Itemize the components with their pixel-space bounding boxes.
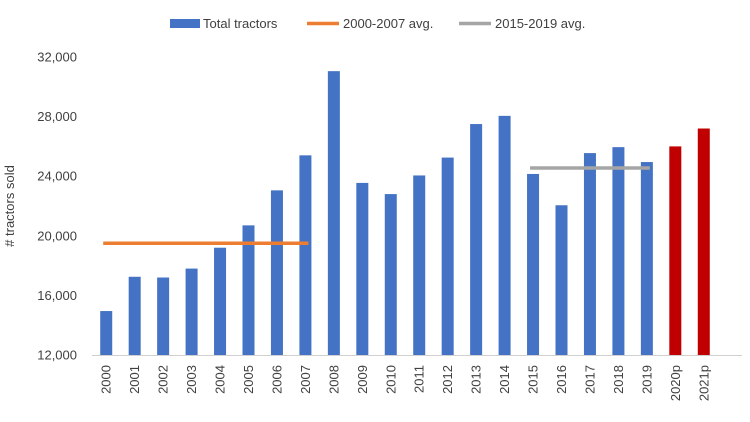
- x-tick-label: 2007: [298, 365, 313, 394]
- y-tick-label: 28,000: [37, 109, 77, 124]
- x-tick-label: 2015: [526, 365, 541, 394]
- bar: [356, 182, 369, 355]
- x-tick-label: 2006: [269, 365, 284, 394]
- x-tick-label: 2018: [611, 365, 626, 394]
- average-lines: [103, 166, 650, 245]
- bar: [413, 175, 426, 355]
- bar: [185, 268, 198, 355]
- bar: [498, 115, 511, 355]
- bar: [270, 190, 283, 355]
- bars: [100, 71, 710, 355]
- y-axis: 12,000 16,000 20,000 24,000 28,000 32,000: [37, 50, 77, 363]
- bar: [527, 173, 540, 355]
- x-tick-label: 2016: [554, 365, 569, 394]
- bar: [299, 155, 312, 355]
- y-tick-label: 20,000: [37, 228, 77, 243]
- x-tick-label: 2001: [127, 365, 142, 394]
- x-tick-label: 2013: [469, 365, 484, 394]
- bar: [327, 71, 340, 355]
- x-tick-label: 2002: [156, 365, 171, 394]
- x-tick-label: 2014: [497, 365, 512, 394]
- legend-swatch: [170, 19, 200, 28]
- x-tick-label: 2020p: [668, 365, 683, 401]
- bar: [470, 124, 483, 355]
- y-axis-title: # tractors sold: [2, 165, 17, 247]
- x-tick-label: 2008: [326, 365, 341, 394]
- x-tick-label: 2009: [355, 365, 370, 394]
- x-tick-label: 2019: [639, 365, 654, 394]
- bar: [612, 147, 625, 355]
- x-tick-label: 2000: [99, 365, 114, 394]
- x-tick-label: 2017: [582, 365, 597, 394]
- x-tick-label: 2004: [213, 365, 228, 394]
- x-tick-label: 2005: [241, 365, 256, 394]
- bar: [100, 311, 113, 355]
- x-tick-label: 2011: [412, 365, 427, 393]
- bar: [640, 162, 653, 355]
- bar: [157, 277, 170, 355]
- bar: [555, 205, 568, 355]
- y-tick-label: 32,000: [37, 50, 77, 65]
- bar: [242, 225, 255, 355]
- x-tick-label: 2012: [440, 365, 455, 394]
- bar: [128, 276, 141, 355]
- y-tick-label: 24,000: [37, 169, 77, 184]
- x-tick-label: 2003: [184, 365, 199, 394]
- legend-label: 2015-2019 avg.: [495, 16, 585, 31]
- x-tick-label: 2021p: [696, 365, 711, 401]
- x-tick-label: 2010: [383, 365, 398, 394]
- y-tick-label: 12,000: [37, 348, 77, 363]
- x-axis: 2000 2001 2002 2003 2004 2005 2006 2007 2008 2009…: [99, 365, 712, 401]
- bar: [441, 157, 454, 355]
- bar: [697, 128, 710, 355]
- bar: [583, 153, 596, 355]
- legend-label: Total tractors: [203, 16, 278, 31]
- legend-label: 2000-2007 avg.: [343, 16, 433, 31]
- bar: [384, 194, 397, 355]
- bar: [214, 247, 227, 355]
- legend: Total tractors 2000-2007 avg. 2015-2019 av…: [170, 16, 585, 31]
- y-tick-label: 16,000: [37, 288, 77, 303]
- bar: [669, 146, 682, 355]
